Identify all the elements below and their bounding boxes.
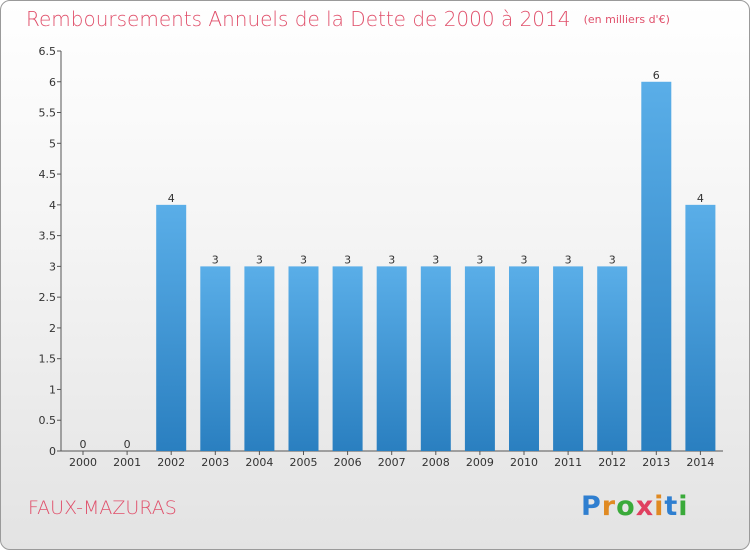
x-tick-label: 2001 [113,456,141,469]
x-tick-label: 2008 [422,456,450,469]
x-tick-label: 2012 [598,456,626,469]
bar-2011 [553,266,584,451]
y-tick-label: 5 [49,137,56,150]
bar-2002 [156,204,187,451]
bar-2007 [376,266,407,451]
bar-2005 [288,266,319,451]
chart-bars [156,81,716,452]
y-tick-label: 3.5 [39,230,57,243]
data-label-2013: 6 [653,69,660,82]
x-tick-label: 2003 [201,456,229,469]
y-tick-label: 3 [49,260,56,273]
data-label-2012: 3 [609,253,616,266]
x-tick-label: 2007 [378,456,406,469]
data-label-2006: 3 [344,253,351,266]
x-tick-label: 2009 [466,456,494,469]
data-label-2009: 3 [476,253,483,266]
bar-2010 [509,266,539,451]
x-tick-label: 2014 [686,456,714,469]
x-tick-label: 2000 [69,456,97,469]
y-tick-label: 0 [49,445,56,458]
data-label-2001: 0 [124,438,131,451]
bar-2003 [200,266,231,451]
bar-2012 [597,266,628,451]
y-tick-label: 5.5 [39,107,57,120]
chart-axes: 0 0.5 1 1.5 2 2.5 3 3.5 4 4.5 5 5.5 6 6.5 2000 2001 2002… [39,45,723,469]
data-label-2005: 3 [300,253,307,266]
x-tick-label: 2011 [554,456,582,469]
x-tick-label: 2006 [334,456,362,469]
data-label-2014: 4 [697,192,704,205]
data-label-2003: 3 [212,253,219,266]
x-tick-label: 2004 [245,456,273,469]
x-tick-label: 2005 [290,456,318,469]
data-label-2008: 3 [432,253,439,266]
y-tick-label: 2 [49,322,56,335]
data-label-2002: 4 [168,192,175,205]
data-label-2007: 3 [388,253,395,266]
data-label-2011: 3 [565,253,572,266]
chart-unit-note: (en milliers d'€) [583,13,670,26]
logo-letter: t [664,491,679,522]
logo-letter: i [654,491,665,522]
proxiti-logo: Proxiti [581,491,689,522]
y-tick-label: 0.5 [39,414,57,427]
y-tick-label: 4 [49,199,56,212]
y-tick-label: 2.5 [39,291,57,304]
bar-2013 [641,81,672,452]
logo-letter: P [581,491,602,522]
logo-letter: o [616,491,636,522]
y-tick-label: 6 [49,76,56,89]
data-label-2010: 3 [521,253,528,266]
x-tick-label: 2010 [510,456,538,469]
data-label-2000: 0 [80,438,87,451]
y-tick-label: 1 [49,383,56,396]
chart-title: Remboursements Annuels de la Dette de 20… [26,7,670,31]
bar-2008 [420,266,451,451]
x-tick-label: 2013 [642,456,670,469]
y-tick-label: 4.5 [39,168,57,181]
place-name: FAUX-MAZURAS [28,497,177,519]
chart-data-labels: 0 0 4 3 3 3 3 3 3 3 3 3 3 6 4 [80,69,704,451]
bar-2014 [685,204,716,451]
y-tick-label: 1.5 [39,353,57,366]
logo-letter: x [635,491,655,522]
bar-2009 [464,266,495,451]
y-tick-label: 6.5 [39,45,57,58]
logo-letter: i [678,491,689,522]
bar-2004 [244,266,275,451]
x-tick-label: 2002 [157,456,185,469]
data-label-2004: 3 [256,253,263,266]
logo-letter: r [601,491,617,522]
chart-title-text: Remboursements Annuels de la Dette de 20… [26,7,571,31]
bar-2006 [332,266,363,451]
